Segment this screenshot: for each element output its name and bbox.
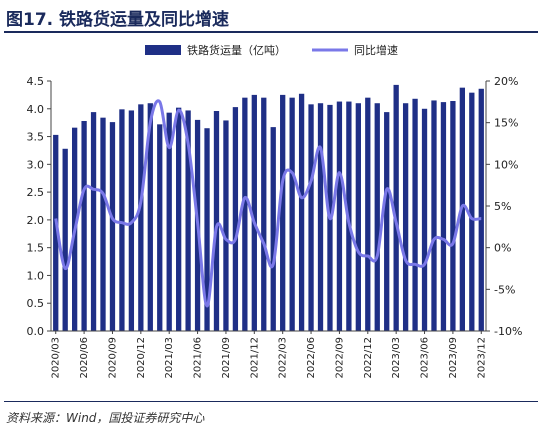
- x-tick-label: 2022/06: [306, 337, 317, 379]
- bar-2020/12: [138, 104, 144, 331]
- x-tick-label: 2020/12: [136, 337, 147, 379]
- bar-2022/11: [355, 103, 361, 331]
- bar-2020/09: [109, 122, 116, 331]
- bar-2023/12: [478, 88, 484, 332]
- bar-2021/07: [204, 128, 210, 331]
- bar-2021/12: [251, 94, 257, 331]
- bar-2023/07: [431, 100, 437, 331]
- bar-2021/10: [232, 107, 239, 331]
- bar-2023/01: [374, 103, 380, 331]
- bar-2021/03: [166, 112, 172, 332]
- left-tick-label: 4.5: [27, 75, 45, 88]
- x-tick-label: 2021/06: [193, 337, 204, 379]
- bar-2020/07: [90, 112, 97, 331]
- right-tick-label: -5%: [494, 283, 515, 296]
- right-tick-label: 10%: [494, 158, 518, 171]
- title-underline: [4, 31, 538, 33]
- bar-2021/04: [176, 107, 182, 332]
- x-tick-label: 2023/06: [420, 337, 431, 379]
- bar-2020/06: [81, 121, 87, 331]
- left-tick-label: 3.5: [27, 131, 45, 144]
- bar-2020/04: [62, 148, 68, 331]
- x-tick-label: 2023/09: [448, 337, 459, 379]
- bar-2020/08: [100, 117, 106, 332]
- left-tick-label: 4.0: [27, 103, 45, 116]
- bar-2021/05: [185, 110, 191, 331]
- yoy-growth-line: [54, 99, 482, 308]
- right-tick-label: 0%: [494, 242, 511, 255]
- bar-2023/09: [450, 101, 456, 331]
- chart-svg: 铁路货运量（亿吨） 同比增速 0.0 0.5 1.0 1.5 2.0 2.5 3.0 3.5 4…: [27, 43, 523, 379]
- right-tick-label: 20%: [494, 75, 518, 88]
- right-tick-label: 15%: [494, 117, 518, 130]
- x-tick-label: 2022/09: [334, 337, 345, 379]
- bar-2022/04: [289, 97, 295, 332]
- bar-2021/02: [157, 124, 163, 331]
- x-tick-label: 2020/03: [51, 337, 62, 379]
- bar-2022/03: [280, 94, 286, 331]
- legend-swatch-bar: [145, 45, 181, 55]
- bar-2023/05: [412, 98, 418, 332]
- left-tick-label: 2.0: [27, 214, 45, 227]
- bar-2021/11: [242, 97, 248, 332]
- x-tick-label: 2023/12: [476, 337, 487, 379]
- bar-2021/08: [213, 111, 220, 331]
- bar-2022/09: [336, 101, 343, 331]
- right-tick-label: 5%: [494, 200, 511, 213]
- left-tick-label: 2.5: [27, 186, 45, 199]
- legend-label-bar: 铁路货运量（亿吨）: [187, 43, 286, 57]
- x-tick-label: 2021/03: [164, 337, 175, 379]
- left-tick-label: 1.5: [27, 242, 45, 255]
- left-tick-label: 0.0: [27, 325, 45, 338]
- bar-2022/01: [261, 97, 267, 332]
- bar-2022/05: [298, 93, 305, 332]
- x-tick-label: 2021/12: [249, 337, 260, 379]
- bar-2023/06: [421, 108, 428, 332]
- left-tick-label: 0.5: [27, 297, 45, 310]
- left-tick-label: 3.0: [27, 158, 45, 171]
- x-tick-label: 2022/12: [363, 337, 374, 379]
- bar-2020/03: [53, 134, 59, 331]
- bar-2022/02: [270, 127, 276, 331]
- figure-title: 图17. 铁路货运量及同比增速: [6, 10, 230, 30]
- legend-label-line: 同比增速: [354, 43, 398, 57]
- bar-2023/04: [402, 103, 409, 331]
- x-tick-label: 2020/09: [107, 337, 118, 379]
- bar-2022/06: [308, 104, 314, 331]
- bar-2023/11: [469, 92, 475, 332]
- x-tick-label: 2021/09: [221, 337, 232, 379]
- right-tick-label: -10%: [494, 325, 522, 338]
- x-tick-label: 2023/03: [391, 337, 402, 379]
- source-note: 资料来源：Wind，国投证券研究中心: [6, 411, 205, 425]
- chart-legend: 铁路货运量（亿吨） 同比增速: [145, 43, 398, 57]
- bar-2022/12: [365, 97, 371, 332]
- plot-area: 0.0 0.5 1.0 1.5 2.0 2.5 3.0 3.5 4.0 4.5 -10% -5% 0% 5…: [27, 75, 523, 379]
- bar-2023/03: [393, 84, 399, 331]
- bar-2022/07: [317, 103, 324, 331]
- bar-2023/02: [384, 112, 390, 331]
- bar-2020/10: [119, 109, 125, 331]
- footer-rule: [4, 401, 538, 402]
- x-tick-label: 2022/03: [278, 337, 289, 379]
- left-tick-label: 1.0: [27, 269, 45, 282]
- bar-2023/08: [440, 102, 447, 331]
- bar-2021/09: [223, 120, 229, 331]
- bar-2021/01: [147, 103, 153, 331]
- x-tick-label: 2020/06: [79, 337, 90, 379]
